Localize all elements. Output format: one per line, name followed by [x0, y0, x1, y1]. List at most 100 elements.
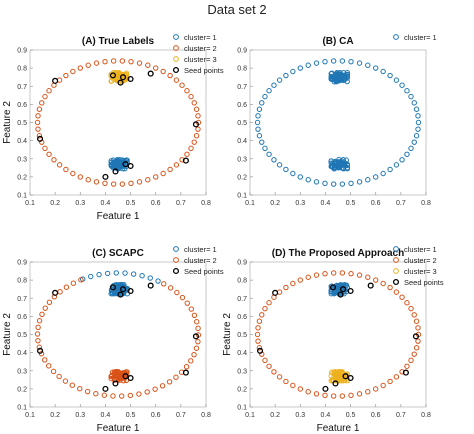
data-point: [179, 157, 185, 163]
data-point: [332, 380, 339, 387]
y-axis-label: Feature 2: [222, 313, 233, 356]
x-tick-label: 0.8: [421, 200, 431, 207]
data-point: [34, 331, 41, 337]
data-point: [128, 180, 134, 187]
data-point: [147, 70, 154, 77]
x-tick-label: 0.2: [50, 200, 60, 207]
data-point: [127, 75, 134, 83]
legend-entry: cluster= 2: [184, 256, 217, 265]
data-point: [256, 318, 263, 324]
data-point: [195, 126, 201, 132]
data-point: [339, 286, 347, 293]
data-point: [102, 173, 109, 180]
data-point: [344, 162, 351, 169]
x-tick-label: 0.3: [75, 200, 85, 207]
data-point: [339, 393, 346, 399]
x-tick-label: 0.8: [421, 412, 431, 419]
data-point: [136, 179, 143, 185]
data-point: [372, 65, 379, 71]
y-tick-label: 0.5: [237, 120, 247, 127]
legend-entry: Seed points: [184, 66, 224, 75]
data-point: [283, 72, 289, 79]
data-point: [128, 58, 134, 65]
legend: cluster= 1 cluster= 2 cluster= 3 Seed point…: [172, 33, 224, 75]
data-point: [42, 305, 48, 311]
data-point: [330, 181, 337, 187]
data-point: [356, 272, 363, 278]
data-point: [256, 133, 263, 139]
data-point: [387, 166, 393, 173]
data-point: [42, 93, 48, 100]
data-point: [102, 180, 108, 187]
data-point: [114, 282, 121, 288]
chart-title: (C) SCAPC: [92, 248, 144, 259]
data-point: [290, 68, 296, 75]
data-point: [341, 73, 347, 79]
data-point: [37, 135, 44, 142]
data-point: [339, 58, 346, 64]
data-point: [255, 338, 261, 344]
data-point: [305, 62, 311, 68]
data-point: [117, 291, 124, 298]
data-point: [192, 121, 199, 128]
data-point: [415, 325, 421, 331]
data-point: [328, 369, 335, 375]
data-points: [254, 270, 422, 399]
data-point: [63, 284, 70, 290]
data-point: [255, 126, 261, 132]
data-point: [179, 294, 186, 301]
data-point: [347, 287, 354, 295]
data-point: [272, 289, 279, 296]
data-point: [39, 311, 45, 318]
data-point: [93, 60, 100, 66]
data-point: [255, 325, 261, 331]
y-tick-label: 0.4: [17, 350, 27, 357]
data-point: [262, 145, 268, 152]
data-point: [305, 274, 311, 280]
data-point: [46, 299, 53, 305]
data-point: [322, 392, 328, 399]
data-point: [411, 312, 417, 318]
data-point: [127, 287, 134, 295]
y-tick-label: 0.7: [17, 296, 27, 303]
data-point: [191, 312, 198, 319]
data-point: [110, 58, 117, 64]
data-point: [283, 378, 289, 385]
y-tick-label: 0.5: [237, 332, 247, 339]
data-point: [36, 318, 43, 324]
data-point: [372, 174, 379, 180]
legend: cluster= 1 cluster= 2 cluster= 3 Seed point…: [392, 245, 444, 287]
data-point: [160, 170, 166, 177]
x-tick-label: 0.2: [50, 412, 60, 419]
data-point: [290, 170, 296, 177]
data-point: [152, 65, 159, 71]
y-tick-label: 0.3: [17, 368, 27, 375]
x-tick-label: 0.8: [201, 412, 211, 419]
data-point: [380, 68, 386, 75]
data-point: [119, 74, 127, 81]
x-tick-label: 0.5: [126, 412, 136, 419]
data-point: [340, 165, 346, 172]
data-point: [322, 270, 328, 277]
data-point: [184, 88, 190, 94]
legend-entry: cluster= 2: [404, 256, 437, 265]
data-point: [112, 168, 119, 175]
data-point: [297, 277, 304, 283]
data-point: [173, 77, 180, 83]
y-tick-label: 0.5: [17, 120, 27, 127]
data-point: [56, 162, 63, 168]
data-point: [356, 60, 363, 66]
data-point: [119, 58, 126, 64]
data-point: [127, 162, 134, 170]
data-point: [119, 286, 127, 293]
x-tick-label: 0.3: [295, 200, 305, 207]
x-tick-label: 0.2: [270, 412, 280, 419]
x-tick-label: 0.6: [371, 412, 381, 419]
y-tick-label: 0.3: [237, 368, 247, 375]
legend-marker: [173, 56, 179, 62]
x-tick-label: 0.6: [151, 200, 161, 207]
data-point: [348, 270, 354, 277]
data-point: [297, 174, 304, 180]
data-point: [35, 126, 41, 132]
x-tick-label: 0.1: [25, 412, 35, 419]
